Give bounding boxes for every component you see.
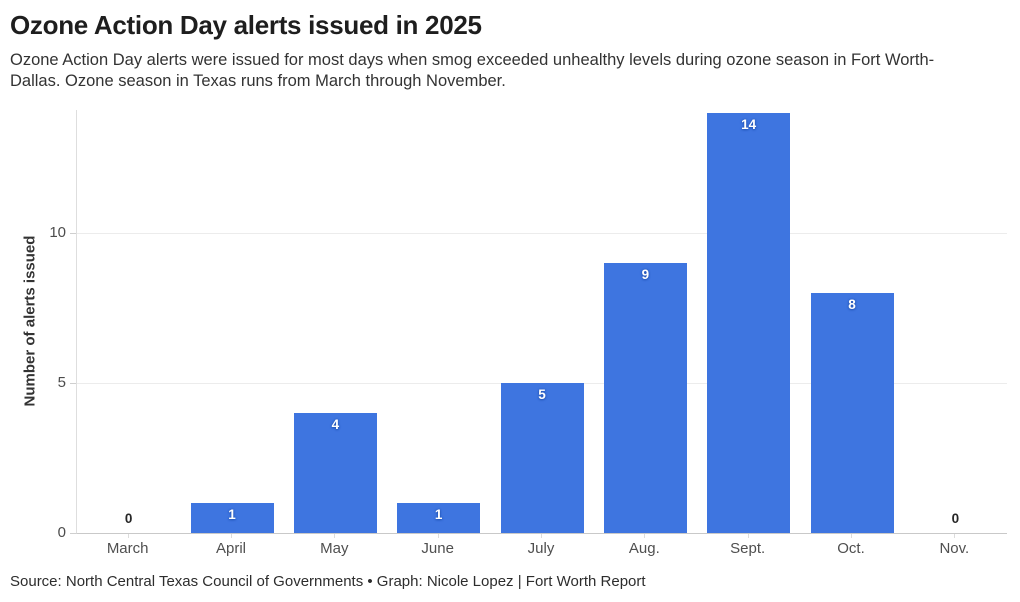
source-note: Source: North Central Texas Council of G… (10, 573, 646, 590)
chart-title: Ozone Action Day alerts issued in 2025 (10, 10, 482, 40)
x-tick-mark-5 (644, 534, 646, 538)
bar-value-label: 1 (434, 507, 443, 522)
bar-april: 1 (190, 503, 274, 533)
x-tick-label-july: July (527, 540, 555, 557)
bar-value-label: 1 (228, 507, 236, 522)
bar-oct: 8 (810, 293, 894, 533)
x-tick-mark-4 (541, 534, 542, 538)
x-tick-label-april: April (215, 540, 246, 557)
bar-may: 4 (293, 413, 377, 533)
x-tick-label-may: May (320, 540, 349, 557)
x-tick-mark-1 (231, 534, 232, 538)
y-tick-mark-10 (70, 233, 76, 234)
bar-sept: 14 (707, 113, 791, 533)
x-tick-label-aug: Aug. (628, 540, 660, 557)
x-tick-label-nov: Nov. (939, 540, 970, 557)
y-tick-mark-5 (70, 383, 76, 384)
gridline-10 (77, 233, 1007, 234)
x-tick-label-march: March (106, 540, 149, 557)
bar-value-label: 8 (848, 297, 856, 312)
x-tick-label-sept: Sept. (730, 540, 766, 557)
zero-value-label: 0 (951, 511, 960, 526)
x-tick-mark-2 (334, 534, 336, 538)
bar-july: 5 (500, 383, 584, 533)
y-tick-mark-0 (70, 533, 76, 534)
x-tick-mark-0 (127, 534, 129, 538)
y-tick-label-5: 5 (57, 374, 66, 391)
y-tick-label-0: 0 (57, 524, 66, 541)
bar-value-label: 5 (538, 387, 546, 402)
bar-june: 1 (397, 503, 481, 533)
bar-aug: 9 (603, 263, 687, 533)
chart-subtitle: Ozone Action Day alerts were issued for … (10, 51, 935, 90)
x-tick-label-june: June (421, 540, 454, 557)
x-tick-label-oct: Oct. (837, 540, 865, 557)
plot-area: 0 1 4 1 5 9 14 8 0 (76, 110, 1007, 534)
zero-value-label: 0 (124, 511, 133, 526)
bar-value-label: 9 (641, 267, 650, 282)
bar-value-label: 4 (331, 417, 340, 432)
x-tick-mark-8 (954, 534, 956, 538)
x-tick-mark-6 (747, 534, 749, 538)
x-tick-mark-3 (437, 534, 439, 538)
bar-value-label: 14 (741, 117, 757, 132)
y-tick-label-10: 10 (49, 224, 66, 241)
x-tick-mark-7 (851, 534, 852, 538)
